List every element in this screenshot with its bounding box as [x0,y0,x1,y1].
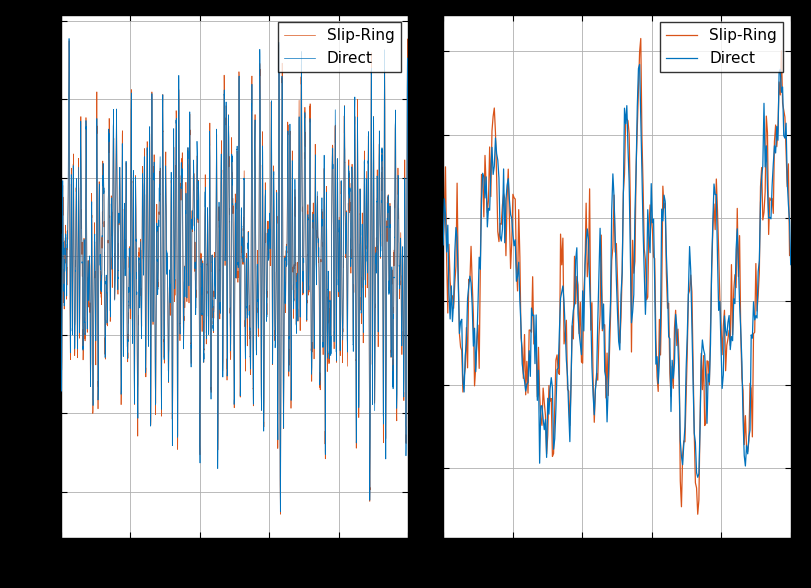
Slip-Ring [116,401,126,408]
Direct [204,206,214,213]
Direct [786,261,796,268]
Direct [733,261,743,268]
Direct [646,249,655,256]
Direct [189,182,199,189]
Slip-Ring [652,373,662,380]
Line: Direct: Direct [61,38,409,512]
Direct [116,388,126,395]
Direct [397,342,406,349]
Line: Direct: Direct [443,65,791,477]
Slip-Ring [440,212,449,219]
Slip-Ring [786,249,796,256]
Slip-Ring [397,340,406,348]
Slip-Ring [438,238,448,245]
Slip-Ring [204,227,214,234]
Slip-Ring [276,511,285,518]
Direct [64,35,74,42]
Direct [276,508,285,515]
Slip-Ring [646,202,655,209]
Slip-Ring [646,215,656,222]
Slip-Ring [636,35,646,42]
Direct [438,241,448,248]
Direct [756,199,766,206]
Slip-Ring [733,273,743,280]
Direct [440,195,449,202]
Slip-Ring [56,248,66,255]
Direct [635,61,645,68]
Direct [646,180,656,187]
Slip-Ring [404,309,414,316]
Line: Slip-Ring: Slip-Ring [61,39,409,514]
Direct [693,474,702,481]
Slip-Ring [756,183,766,191]
Direct [652,353,662,360]
Legend: Slip-Ring, Direct: Slip-Ring, Direct [660,22,783,72]
Line: Slip-Ring: Slip-Ring [443,38,791,514]
Legend: Slip-Ring, Direct: Slip-Ring, Direct [278,22,401,72]
Direct [56,230,66,238]
Direct [404,311,414,318]
Slip-Ring [693,511,702,518]
Slip-Ring [189,180,199,187]
Slip-Ring [402,35,412,42]
Direct [359,162,369,169]
Slip-Ring [96,289,105,296]
Slip-Ring [359,178,369,185]
Direct [96,262,105,269]
